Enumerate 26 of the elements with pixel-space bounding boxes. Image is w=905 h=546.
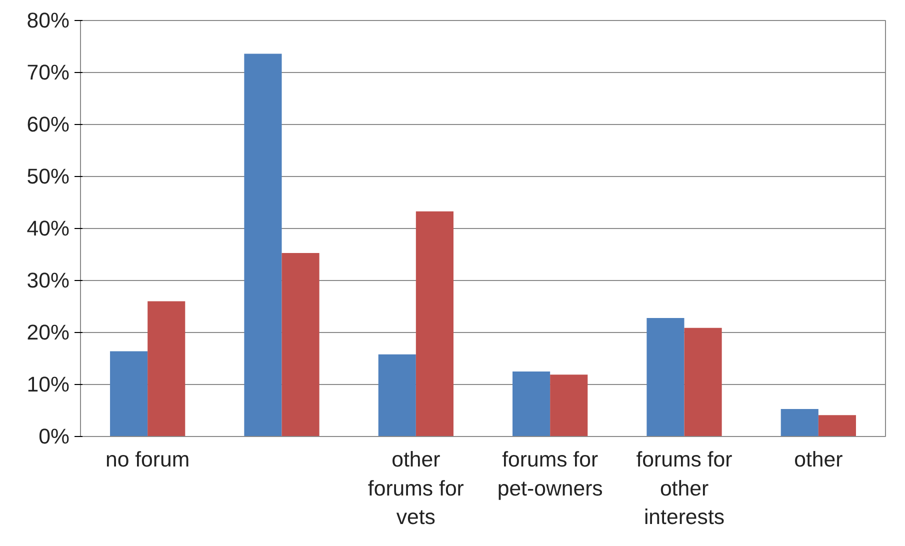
x-tick-label: forums for other interests xyxy=(636,448,732,530)
y-tick-label: 40% xyxy=(26,216,70,240)
bar xyxy=(282,252,320,436)
y-tick-label: 30% xyxy=(26,268,70,292)
x-tick-label: no forum xyxy=(106,448,190,472)
bar xyxy=(416,211,454,436)
y-tick-label: 0% xyxy=(38,424,70,448)
y-tick-label: 10% xyxy=(26,372,70,396)
y-tick-label: 80% xyxy=(26,8,70,32)
bar xyxy=(780,408,818,436)
bar xyxy=(646,318,684,436)
y-tick-label: 20% xyxy=(26,320,70,344)
bar xyxy=(550,374,588,436)
bar xyxy=(244,54,282,436)
bar xyxy=(818,415,856,436)
x-tick-label: other xyxy=(794,448,843,472)
y-tick-label: 70% xyxy=(26,60,70,84)
bar xyxy=(378,354,416,436)
x-tick-label: forums for pet-owners xyxy=(497,448,603,500)
x-tick-label: other forums for vets xyxy=(368,448,464,530)
bar xyxy=(148,301,186,436)
bar xyxy=(512,372,550,436)
bar xyxy=(684,328,722,436)
bar xyxy=(110,351,148,436)
y-tick-label: 50% xyxy=(26,164,70,188)
y-tick-label: 60% xyxy=(26,112,70,136)
